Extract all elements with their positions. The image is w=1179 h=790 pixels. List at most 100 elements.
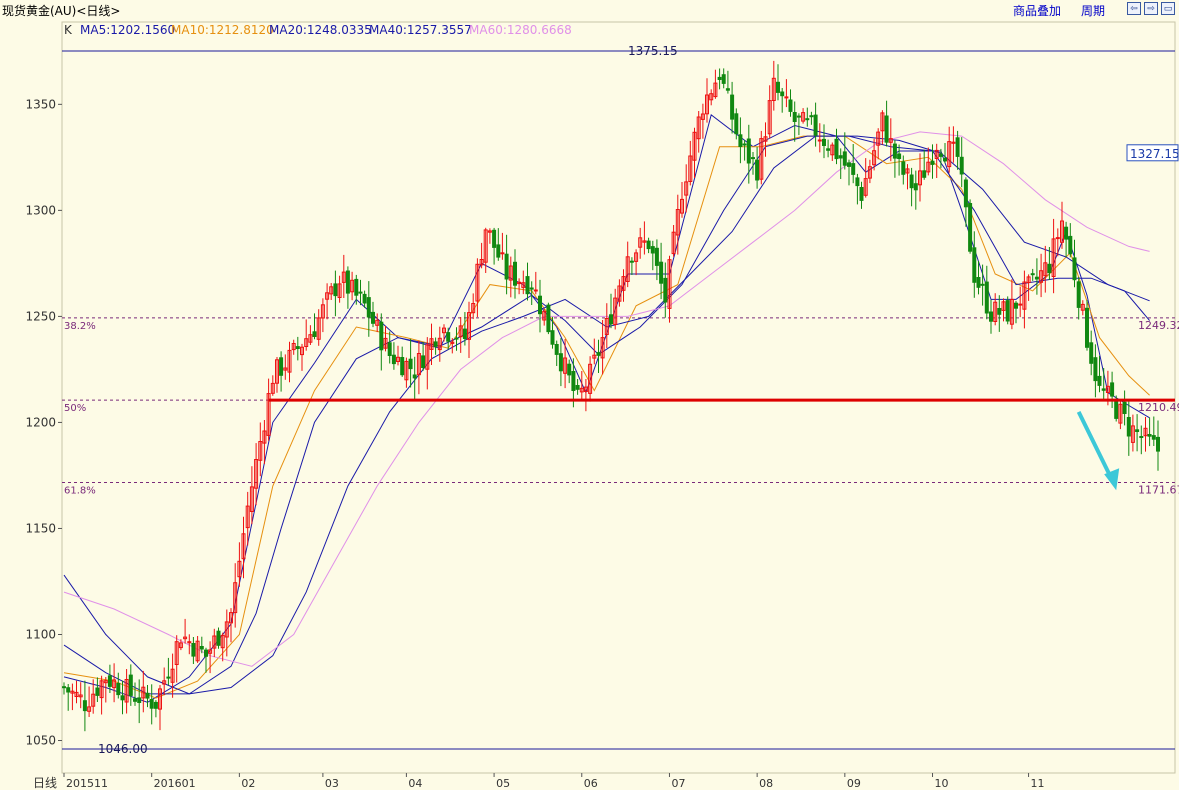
candle [462,312,467,346]
candle-up [70,690,75,694]
candle-up [212,635,217,649]
candle [475,258,480,318]
candle [187,634,192,655]
candle-down [596,352,601,356]
candle-up [638,237,643,248]
x-tick-label: 03 [325,777,339,790]
forecast-arrow-shaft [1076,410,1115,482]
candle-down [1139,436,1144,438]
candle [195,636,200,663]
candle-up [287,349,292,373]
candle-down [842,151,847,166]
candle-down [796,115,801,118]
candle [1110,371,1115,408]
candle-down [62,686,66,689]
candle-up [1118,403,1123,424]
candle [1080,300,1085,316]
candle [546,302,551,335]
candle-up [817,139,822,142]
candle [325,283,330,320]
overlay-commodity-button[interactable]: 商品叠加 [1013,4,1062,18]
right-arrow-icon[interactable]: ⇨ [1144,2,1158,15]
candle-up [517,281,522,285]
candle [450,338,455,354]
candle-up [1022,281,1027,310]
candle [817,123,822,153]
top-bar: 现货黄金(AU)<日线> 商品叠加 周期 ⇦ ⇨ ▭ [0,0,1179,20]
candle [892,140,897,178]
candle [609,293,613,329]
candle-down [454,337,459,340]
candle-up [337,283,342,298]
candle [625,241,630,288]
candle-down [776,81,780,93]
candle [467,301,471,358]
period-button[interactable]: 周期 [1081,4,1106,18]
candle-up [700,113,705,120]
candle-up [124,679,129,703]
candle [178,639,183,651]
low-price-label: 1046.00 [98,742,148,756]
candle [913,170,918,210]
x-tick-label: 05 [496,777,510,790]
candle-down [191,643,196,657]
candle-down [609,314,613,325]
candle [700,103,705,139]
candle-up [91,693,96,707]
candle [341,254,346,298]
candle [621,269,626,302]
candle-down [1076,281,1081,308]
candle-up [880,112,885,132]
candle-up [533,289,538,292]
candle-down [1126,417,1131,437]
candle [337,275,342,303]
candle-down [955,137,960,157]
candle-down [400,357,405,376]
candle [1118,400,1123,430]
candle-down [362,293,367,304]
candle [746,124,751,184]
candle-down [216,630,221,646]
maximize-icon[interactable]: ▭ [1161,2,1175,15]
candle-down [504,253,509,280]
candle [680,182,684,218]
candle-down [938,153,943,157]
candle [842,132,847,170]
candle [78,682,83,709]
candle-down [116,682,121,696]
candle-down [525,276,530,295]
candle-down [792,112,797,122]
candle-up [588,363,593,394]
candle [579,371,584,401]
candle-down [813,114,818,136]
ma10-legend: MA10:1212.8120 [171,23,274,37]
left-arrow-icon[interactable]: ⇦ [1127,2,1141,15]
candle-down [1014,302,1018,309]
candle-up [508,265,513,281]
candle [400,346,405,377]
candle-up [224,621,229,638]
candle [938,148,943,169]
candle [713,69,718,99]
candle [371,301,375,328]
candle [74,680,79,704]
candle [295,336,300,361]
candle-down [1156,436,1160,452]
candlesticks [62,60,1160,732]
candle-up [429,338,434,350]
candle [1014,300,1018,324]
high-price-label: 1375.15 [628,44,678,58]
candle-up [350,279,355,293]
y-tick-label: 1150 [25,521,56,535]
candle [82,680,87,732]
candle [1005,296,1010,325]
candle-down [371,311,375,324]
candle [1018,286,1023,318]
candle-up [872,150,877,166]
candle [1072,239,1077,288]
candle-up [208,649,213,654]
chart-annotations: 1375.15 1046.00 1327.15 [98,44,1179,756]
candle [320,298,325,333]
candle-down [95,687,100,696]
candle [563,339,568,389]
